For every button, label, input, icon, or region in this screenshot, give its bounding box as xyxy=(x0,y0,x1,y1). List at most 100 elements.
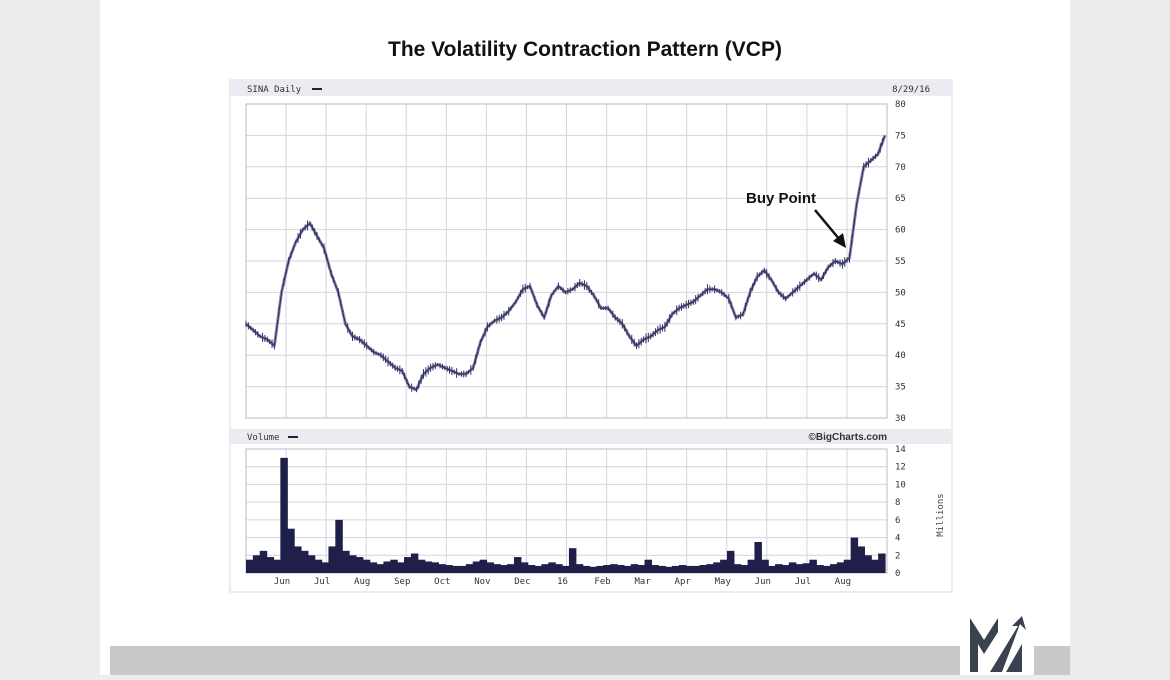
volume-bar xyxy=(582,565,591,573)
volume-bar xyxy=(355,557,364,573)
volume-bar xyxy=(575,564,584,573)
volume-tick-label: 4 xyxy=(895,534,900,544)
volume-bar xyxy=(321,562,330,573)
volume-bar xyxy=(342,550,350,573)
volume-tick-label: 14 xyxy=(895,445,906,455)
price-legend-swatch xyxy=(312,88,322,90)
volume-bar xyxy=(699,565,707,573)
month-tick-label: Jun xyxy=(755,577,771,587)
volume-bar xyxy=(843,559,852,573)
price-tick-label: 55 xyxy=(895,257,906,267)
volume-tick-label: 0 xyxy=(895,569,900,579)
volume-bar xyxy=(438,564,446,573)
volume-bar xyxy=(836,562,845,573)
volume-bar xyxy=(459,565,467,573)
brand-logo xyxy=(960,610,1034,675)
price-tick-label: 40 xyxy=(895,351,906,361)
volume-bar xyxy=(294,546,302,573)
volume-tick-label: 2 xyxy=(895,551,900,561)
volume-bar xyxy=(623,565,632,573)
volume-bar xyxy=(397,562,405,573)
volume-bar xyxy=(816,565,824,573)
volume-bar xyxy=(507,564,515,573)
volume-bar xyxy=(568,548,577,573)
volume-bar xyxy=(287,528,295,573)
buy-point-arrow-shaft xyxy=(814,209,841,241)
month-tick-label: Jul xyxy=(795,577,811,587)
month-tick-label: Aug xyxy=(835,577,851,587)
price-tick-label: 65 xyxy=(895,194,906,204)
buy-point-arrow-head xyxy=(833,233,846,248)
volume-bar xyxy=(733,564,742,573)
chart-frame xyxy=(229,79,953,593)
volume-bar xyxy=(878,553,886,573)
volume-bar xyxy=(857,546,865,573)
volume-bar xyxy=(390,559,398,573)
volume-bar xyxy=(486,562,494,573)
month-tick-label: May xyxy=(715,577,732,587)
volume-bar xyxy=(431,562,439,573)
logo-mark-icon xyxy=(970,616,1026,672)
volume-bar xyxy=(781,565,790,573)
volume-bar xyxy=(630,564,639,573)
volume-bar xyxy=(500,565,508,573)
volume-tick-label: 6 xyxy=(895,516,900,526)
month-tick-label: Jun xyxy=(274,577,290,587)
volume-tick-label: 10 xyxy=(895,480,906,490)
volume-bar xyxy=(747,559,756,573)
volume-bar xyxy=(871,559,879,573)
price-plot-border xyxy=(245,103,888,419)
price-tick-label: 80 xyxy=(895,100,906,110)
volume-bar xyxy=(617,565,625,573)
volume-bar xyxy=(479,559,488,573)
chart-date-label: 8/29/16 xyxy=(892,85,930,95)
volume-bar xyxy=(259,550,268,573)
volume-bar xyxy=(520,562,529,573)
volume-bar xyxy=(802,563,811,573)
volume-bar xyxy=(493,564,501,573)
month-tick-label: 16 xyxy=(557,577,568,587)
volume-bar xyxy=(665,566,673,573)
volume-bar xyxy=(644,559,652,573)
volume-bar xyxy=(410,553,419,573)
volume-bar xyxy=(637,565,646,573)
volume-bar xyxy=(809,559,817,573)
volume-bar xyxy=(685,565,694,573)
volume-bar xyxy=(383,561,391,573)
price-tick-label: 60 xyxy=(895,226,906,236)
footer-bar xyxy=(110,646,1070,675)
volume-bar xyxy=(465,564,474,573)
volume-bar xyxy=(404,557,412,573)
volume-panel-label: Volume xyxy=(247,433,280,443)
month-tick-label: Nov xyxy=(474,577,490,587)
volume-bar xyxy=(424,561,433,573)
volume-x-ticks: Jun Jul Aug Sep Oct Nov Dec 16 Feb Mar Apr May Jun Ju… xyxy=(274,577,851,587)
volume-bar xyxy=(726,550,735,573)
volume-bar xyxy=(795,564,804,573)
volume-bar xyxy=(596,565,604,573)
volume-legend-swatch xyxy=(288,436,298,438)
volume-bar xyxy=(541,564,549,573)
volume-bar xyxy=(754,542,762,573)
volume-bar xyxy=(658,565,666,573)
volume-bar xyxy=(768,565,776,573)
volume-bar xyxy=(300,550,309,573)
price-tick-label: 35 xyxy=(895,383,906,393)
volume-bars xyxy=(246,457,886,573)
volume-bar xyxy=(720,559,728,573)
volume-bar xyxy=(328,546,336,573)
price-panel-header xyxy=(231,81,951,96)
volume-bar xyxy=(788,562,797,573)
volume-bar xyxy=(850,537,859,573)
volume-bar xyxy=(246,559,254,573)
month-tick-label: Dec xyxy=(514,577,530,587)
month-tick-label: Oct xyxy=(434,577,450,587)
price-tick-label: 75 xyxy=(895,131,906,141)
volume-bar xyxy=(713,562,721,573)
volume-y-ticks: 0 2 4 6 8 10 12 14 xyxy=(895,445,906,579)
month-tick-label: Apr xyxy=(675,577,692,587)
volume-bar xyxy=(672,565,680,573)
month-tick-label: Aug xyxy=(354,577,370,587)
volume-bar xyxy=(823,565,831,573)
